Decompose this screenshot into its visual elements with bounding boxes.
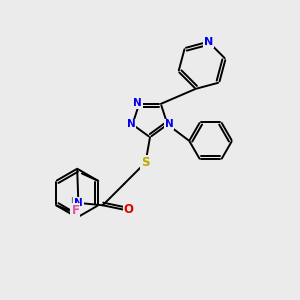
Text: F: F bbox=[71, 204, 80, 217]
Text: N: N bbox=[165, 119, 173, 130]
Text: N: N bbox=[74, 198, 83, 208]
Text: S: S bbox=[141, 156, 150, 169]
Text: H: H bbox=[70, 197, 79, 207]
Text: N: N bbox=[204, 37, 213, 47]
Text: N: N bbox=[127, 119, 135, 130]
Text: O: O bbox=[124, 203, 134, 216]
Text: N: N bbox=[133, 98, 142, 108]
